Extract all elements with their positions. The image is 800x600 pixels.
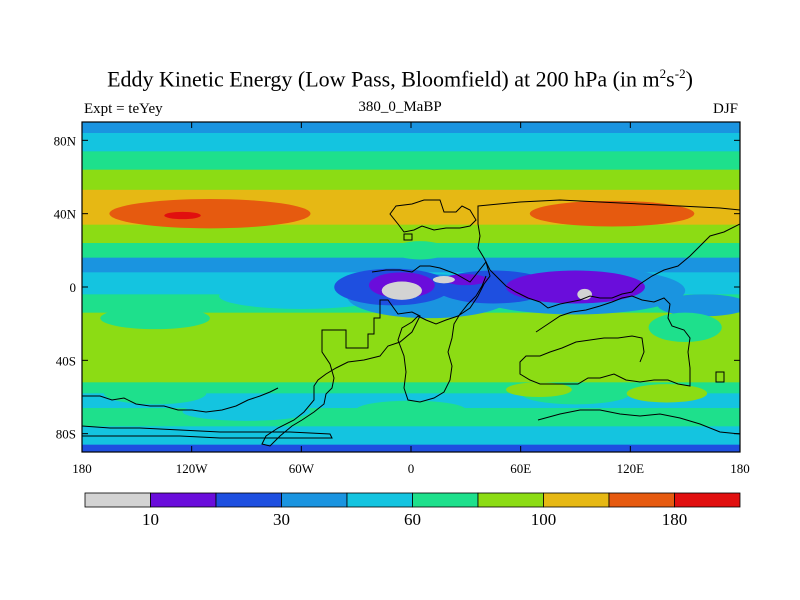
colorbar-swatch-6 (477, 492, 544, 508)
colorbar: 10 30 60 100 180 (84, 492, 741, 529)
field-blob-2 (164, 211, 201, 220)
field-blob-0 (109, 199, 311, 229)
field-blob-17 (648, 312, 722, 343)
colorbar-swatch-9 (674, 492, 741, 508)
y-tick-label-3: 40S (56, 353, 76, 368)
y-tick-label-0: 80N (54, 133, 77, 148)
center-subtitle: 380_0_MaBP (358, 99, 442, 115)
colorbar-swatch-5 (412, 492, 479, 508)
coastline-new-zealand (715, 371, 725, 383)
x-tick-label-3: 0 (408, 461, 415, 476)
field-blob-23 (182, 402, 311, 421)
x-tick-label-5: 120E (617, 461, 645, 476)
coastline-europe (389, 199, 477, 233)
colorbar-label-2: 60 (404, 510, 421, 529)
x-tick-label-4: 60E (510, 461, 531, 476)
coastline-asia (477, 199, 740, 309)
field-band-14 (82, 426, 740, 446)
coastline-iberia (403, 233, 413, 241)
y-tick-label-4: 80S (56, 427, 76, 442)
field-band-3 (82, 169, 740, 191)
x-tick-label-2: 60W (289, 461, 315, 476)
coastline-maritime (519, 295, 691, 387)
field-blob-1 (529, 200, 695, 227)
colorbar-label-0: 10 (142, 510, 159, 529)
colorbar-label-3: 100 (531, 510, 557, 529)
field-blob-3 (392, 241, 448, 260)
field-band-2 (82, 151, 740, 171)
title-text: Eddy Kinetic Energy (Low Pass, Bloomfiel… (107, 66, 660, 92)
title-sup-2: -2 (674, 66, 686, 81)
field-blob-7 (657, 294, 740, 317)
colorbar-swatch-8 (608, 492, 675, 508)
field-blob-10 (506, 270, 645, 304)
field-blob-14 (432, 276, 455, 284)
title-end: ) (685, 66, 693, 92)
plot-area (82, 122, 740, 452)
colorbar-swatch-0 (84, 492, 151, 508)
field-blob-16 (100, 307, 210, 330)
colorbar-label-1: 30 (273, 510, 290, 529)
colorbar-swatch-3 (281, 492, 348, 508)
field-blob-21 (626, 384, 708, 403)
x-tick-label-0: 180 (72, 461, 92, 476)
title-unit-s: s (666, 66, 675, 92)
y-tick-label-2: 0 (70, 280, 77, 295)
left-subtitle: Expt = teYey (84, 101, 163, 117)
field-blob-22 (506, 382, 572, 397)
coastlines (82, 199, 740, 447)
colorbar-swatch-1 (150, 492, 217, 508)
x-tick-label-6: 180 (730, 461, 750, 476)
field-blob-19 (356, 400, 466, 420)
coastline-africa (371, 260, 491, 403)
y-tick-label-1: 40N (54, 207, 77, 222)
field-band-1 (82, 133, 740, 152)
field-blob-13 (381, 281, 422, 300)
field-blob-18 (103, 382, 207, 405)
colorbar-swatch-7 (543, 492, 610, 508)
colorbar-swatch-2 (215, 492, 282, 508)
coastline-south-america (261, 299, 421, 447)
axis-ticks: 180 120W 60W 0 60E 120E 180 80N 40N 0 40S 80S (54, 122, 750, 476)
colorbar-label-4: 180 (662, 510, 688, 529)
x-tick-label-1: 120W (176, 461, 209, 476)
coastline-antarctica (82, 387, 740, 439)
right-subtitle: DJF (712, 101, 738, 117)
chart-title: Eddy Kinetic Energy (Low Pass, Bloomfiel… (0, 66, 800, 92)
colorbar-swatch-4 (346, 492, 413, 508)
field-band-11 (82, 382, 740, 394)
title-sup-1: 2 (659, 66, 667, 81)
